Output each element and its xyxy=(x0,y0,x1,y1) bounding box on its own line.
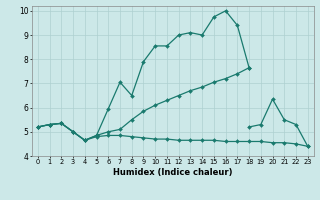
X-axis label: Humidex (Indice chaleur): Humidex (Indice chaleur) xyxy=(113,168,233,177)
